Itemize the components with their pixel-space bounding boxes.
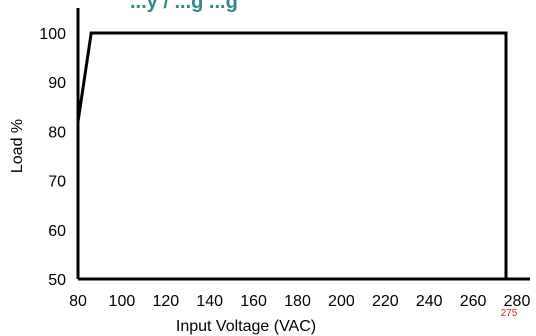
- x-tick-label: 120: [152, 293, 179, 310]
- x-tick-labels: 80 100 120 140 160 180 200 220 240 260 280: [69, 293, 530, 310]
- y-tick-label: 100: [39, 26, 66, 43]
- x-tick-label: 80: [69, 293, 87, 310]
- x-tick-label: 240: [416, 293, 443, 310]
- x-tick-label: 140: [196, 293, 223, 310]
- y-tick-label: 70: [48, 174, 66, 191]
- y-tick-labels: 50 60 70 80 90 100: [39, 26, 66, 289]
- x-tick-label: 260: [460, 293, 487, 310]
- x-tick-label: 280: [504, 293, 531, 310]
- x-tick-label: 220: [372, 293, 399, 310]
- x-tick-label: 100: [109, 293, 136, 310]
- load-curve-line: [76, 31, 508, 279]
- x-tick-label: 180: [284, 293, 311, 310]
- x-tick-label: 160: [240, 293, 267, 310]
- chart-title: ...y / ...g ...g: [130, 0, 238, 13]
- y-tick-label: 90: [48, 75, 66, 92]
- load-curve-points: [76, 31, 508, 281]
- y-tick-label: 60: [48, 223, 66, 240]
- x-tick-label: 200: [328, 293, 355, 310]
- y-tick-label: 50: [48, 272, 66, 289]
- data-point: [76, 120, 80, 124]
- data-point: [504, 31, 508, 35]
- y-axis-title: Load %: [9, 119, 26, 173]
- x-axis-title: Input Voltage (VAC): [176, 318, 316, 335]
- data-point: [89, 31, 93, 35]
- annotation-275-label: 275: [501, 308, 518, 319]
- y-tick-label: 80: [48, 124, 66, 141]
- data-point: [504, 277, 508, 281]
